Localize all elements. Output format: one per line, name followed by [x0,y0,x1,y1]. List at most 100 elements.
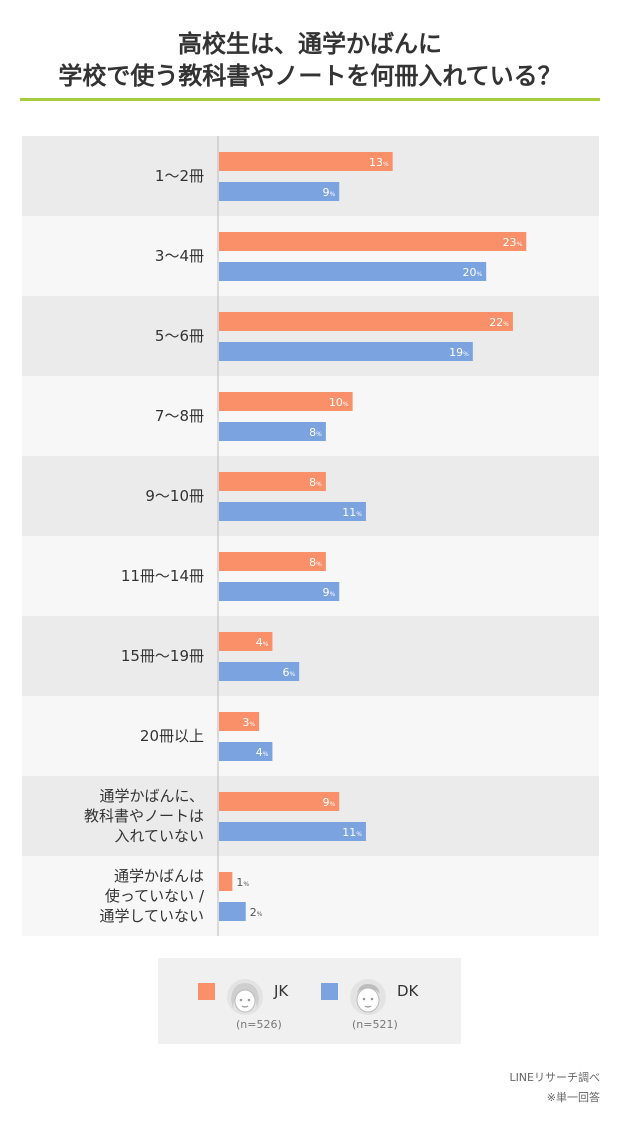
data-label-value: 8 [309,476,316,489]
data-label-unit: % [330,191,336,198]
data-label-value: 11 [342,826,356,839]
data-label-value: 8 [309,426,316,439]
bar-jk [219,712,260,731]
data-label-dk: 11% [342,826,362,839]
data-label-jk: 10% [329,396,349,409]
category-label-line: 15冊〜19冊 [121,647,204,665]
row-background [22,376,599,456]
data-label-jk: 8% [309,556,322,569]
category-label: 通学かばんに、教科書やノートは入れていない [84,787,204,845]
bar-jk [219,872,233,891]
category-label-line: 教科書やノートは [84,807,204,825]
bar-jk [219,392,353,411]
data-label-unit: % [316,561,322,568]
data-label-dk: 9% [323,186,336,199]
category-label-line: 5〜6冊 [155,327,204,345]
data-label-unit: % [316,481,322,488]
bar-dk [219,182,340,201]
bar-jk [219,552,326,571]
title-underline [20,98,600,101]
data-label-value: 8 [309,556,316,569]
data-label-value: 9 [323,586,330,599]
data-label-jk: 9% [323,796,336,809]
legend-n-jk: (n=526) [236,1018,282,1031]
data-label-value: 1 [236,876,243,889]
data-label-dk: 9% [323,586,336,599]
bar-jk [219,312,513,331]
category-label-line: 通学かばんは [114,867,204,885]
data-label-unit: % [316,431,322,438]
bar-dk [219,502,366,521]
row-background [22,856,599,936]
data-label-jk: 4% [256,636,269,649]
data-label-unit: % [330,591,336,598]
category-label: 5〜6冊 [155,327,204,345]
data-label-jk: 23% [503,236,523,249]
legend-n-dk: (n=521) [352,1018,398,1031]
category-label-line: 1〜2冊 [155,167,204,185]
category-label: 通学かばんは使っていない / 通学していない [99,867,205,925]
row-background [22,536,599,616]
data-label-unit: % [249,721,255,728]
data-label-value: 10 [329,396,343,409]
category-label-line: 7〜8冊 [155,407,204,425]
legend-swatch-jk [198,983,215,1000]
data-label-unit: % [476,271,482,278]
data-label-unit: % [503,321,509,328]
bar-jk [219,152,393,171]
data-label-value: 3 [242,716,249,729]
data-label-value: 6 [282,666,289,679]
bar-jk [219,792,340,811]
bar-dk [219,902,246,921]
category-label: 20冊以上 [140,727,204,745]
bar-dk [219,662,300,681]
data-label-value: 11 [342,506,356,519]
source-note: LINEリサーチ調べ ※単一回答 [509,1068,600,1108]
data-label-unit: % [330,801,336,808]
category-label-line: 9〜10冊 [145,487,204,505]
data-label-jk: 22% [489,316,509,329]
bar-dk [219,262,487,281]
data-label-dk: 2% [250,906,263,919]
data-label-value: 23 [503,236,517,249]
data-label-value: 4 [256,746,263,759]
data-label-value: 9 [323,186,330,199]
category-label: 7〜8冊 [155,407,204,425]
bar-dk [219,822,366,841]
legend-label-dk: DK [397,982,419,1000]
boy-face-icon [349,978,387,1016]
bar-chart: 1〜2冊13%9%3〜4冊23%20%5〜6冊22%19%7〜8冊10%8%9〜… [22,136,599,936]
bar-jk [219,232,527,251]
data-label-unit: % [343,401,349,408]
data-label-jk: 13% [369,156,389,169]
category-label: 9〜10冊 [145,487,204,505]
data-label-unit: % [517,241,523,248]
category-label: 15冊〜19冊 [121,647,204,665]
data-label-unit: % [383,161,389,168]
category-label: 1〜2冊 [155,167,204,185]
source-credit: LINEリサーチ調べ [509,1071,600,1084]
data-label-unit: % [243,881,249,888]
bar-dk [219,422,326,441]
row-background [22,296,599,376]
row-background [22,616,599,696]
chart-title: 高校生は、通学かばんに 学校で使う教科書やノートを何冊入れている？ [0,28,620,92]
category-label-line: 入れていない [114,827,204,845]
data-label-unit: % [289,671,295,678]
data-label-dk: 8% [309,426,322,439]
category-label-line: 11冊〜14冊 [121,567,204,585]
legend-label-jk: JK [274,982,289,1000]
bar-dk [219,582,340,601]
category-label-line: 使っていない / [105,887,205,905]
data-label-unit: % [263,751,269,758]
category-label-line: 通学かばんに、 [99,787,204,805]
title-line-2: 学校で使う教科書やノートを何冊入れている？ [58,62,562,90]
data-label-unit: % [356,831,362,838]
legend-swatch-dk [321,983,338,1000]
title-line-1: 高校生は、通学かばんに [178,30,442,58]
data-label-value: 19 [449,346,463,359]
row-background [22,456,599,536]
category-label: 3〜4冊 [155,247,204,265]
data-label-unit: % [257,911,263,918]
data-label-value: 22 [489,316,503,329]
